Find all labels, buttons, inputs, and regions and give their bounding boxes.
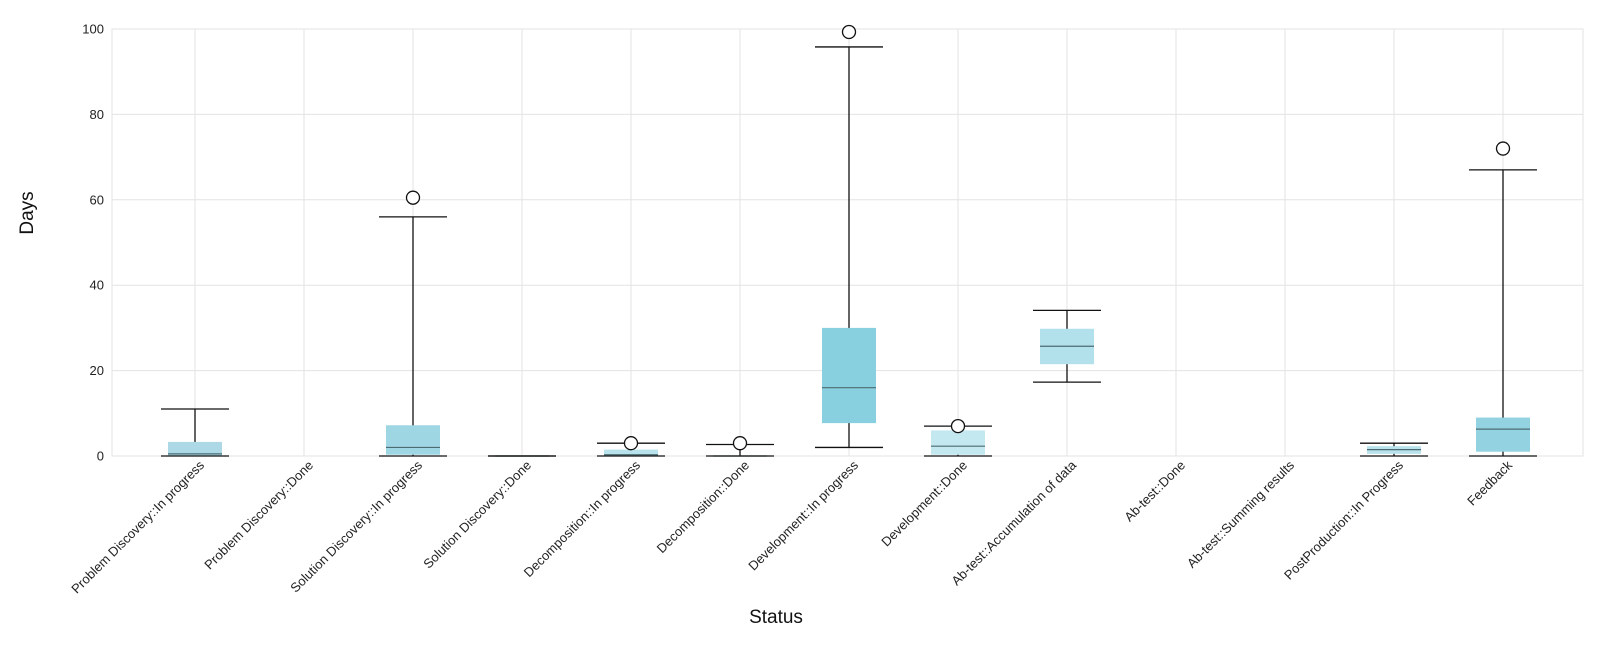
x-tick-label: Problem Discovery::In progress — [68, 457, 207, 596]
x-tick-label: Solution Discovery::Done — [420, 458, 534, 572]
box-outlier — [1495, 141, 1511, 156]
box-iqr — [386, 425, 440, 455]
box-iqr — [931, 430, 985, 455]
box-2 — [379, 190, 447, 457]
box-6 — [815, 24, 883, 449]
x-tick-label: Decomposition::In progress — [521, 457, 644, 580]
box-5 — [706, 436, 774, 457]
box-iqr — [604, 449, 658, 456]
x-axis-title: Status — [749, 607, 803, 628]
x-tick-label: Decomposition::Done — [654, 458, 752, 556]
y-tick-label: 20 — [90, 363, 104, 378]
x-tick-label: Development::Done — [878, 458, 970, 550]
x-tick-label: Development::In progress — [745, 457, 861, 573]
box-outlier — [623, 436, 639, 451]
box-layer — [161, 24, 1537, 457]
box-outlier — [732, 436, 748, 451]
box-iqr — [1476, 417, 1530, 452]
x-tick-label: Problem Discovery::Done — [201, 458, 316, 573]
y-tick-label: 40 — [90, 278, 104, 293]
x-tick-label: Feedback — [1464, 457, 1515, 508]
y-tick-label: 60 — [90, 192, 104, 207]
y-tick-label: 100 — [82, 22, 104, 37]
box-12 — [1469, 141, 1537, 457]
x-tick-label: Solution Discovery::In progress — [287, 457, 425, 595]
box-iqr — [168, 441, 222, 456]
box-7 — [924, 418, 992, 457]
x-tick-label: Ab-test::Summing results — [1184, 457, 1298, 571]
box-outlier — [950, 418, 966, 434]
box-outlier — [405, 190, 421, 205]
box-outlier — [841, 24, 857, 40]
y-axis-title: Days — [17, 191, 38, 234]
box-iqr — [822, 327, 876, 424]
box-4 — [597, 436, 665, 457]
box-8 — [1033, 309, 1101, 383]
box-0 — [161, 408, 229, 457]
y-tick-label: 80 — [90, 107, 104, 122]
x-tick-label: Ab-test::Accumulation of data — [948, 457, 1079, 588]
x-tick-label: Ab-test::Done — [1121, 458, 1188, 525]
box-11 — [1360, 442, 1428, 457]
x-tick-label: PostProduction::In Progress — [1281, 457, 1406, 582]
y-tick-label: 0 — [97, 449, 104, 464]
